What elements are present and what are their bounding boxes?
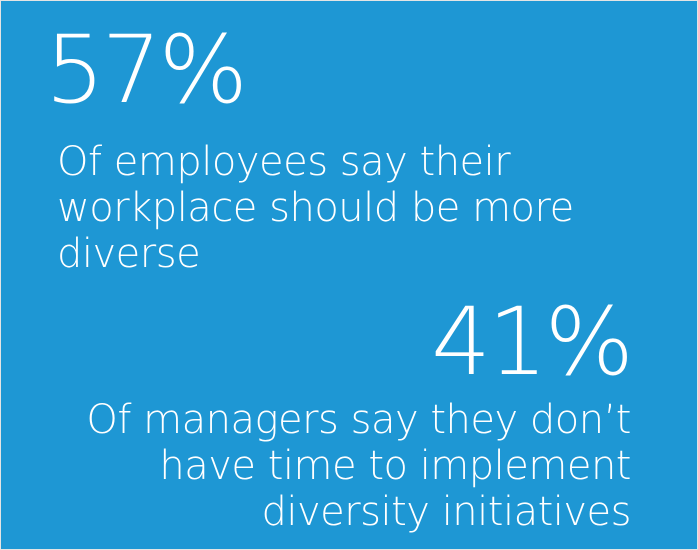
description-line: workplace should be more bbox=[57, 185, 574, 231]
stat-percent-managers: 41% bbox=[431, 288, 634, 397]
stat-percent-employees: 57% bbox=[45, 16, 248, 125]
description-line: Of employees say their bbox=[57, 139, 511, 185]
description-line: have time to implement bbox=[159, 443, 631, 489]
description-line: diversity initiatives bbox=[261, 489, 631, 535]
stat-description-managers: Of managers say they don’t have time to … bbox=[86, 397, 631, 535]
stat-managers: 41% Of managers say they don’t have time… bbox=[86, 288, 634, 536]
description-line: Of managers say they don’t bbox=[86, 397, 631, 443]
stat-description-employees: Of employees say their workplace should … bbox=[57, 139, 574, 277]
stat-employees: 57% Of employees say their workplace sho… bbox=[45, 16, 574, 278]
description-line: diverse bbox=[57, 231, 201, 277]
